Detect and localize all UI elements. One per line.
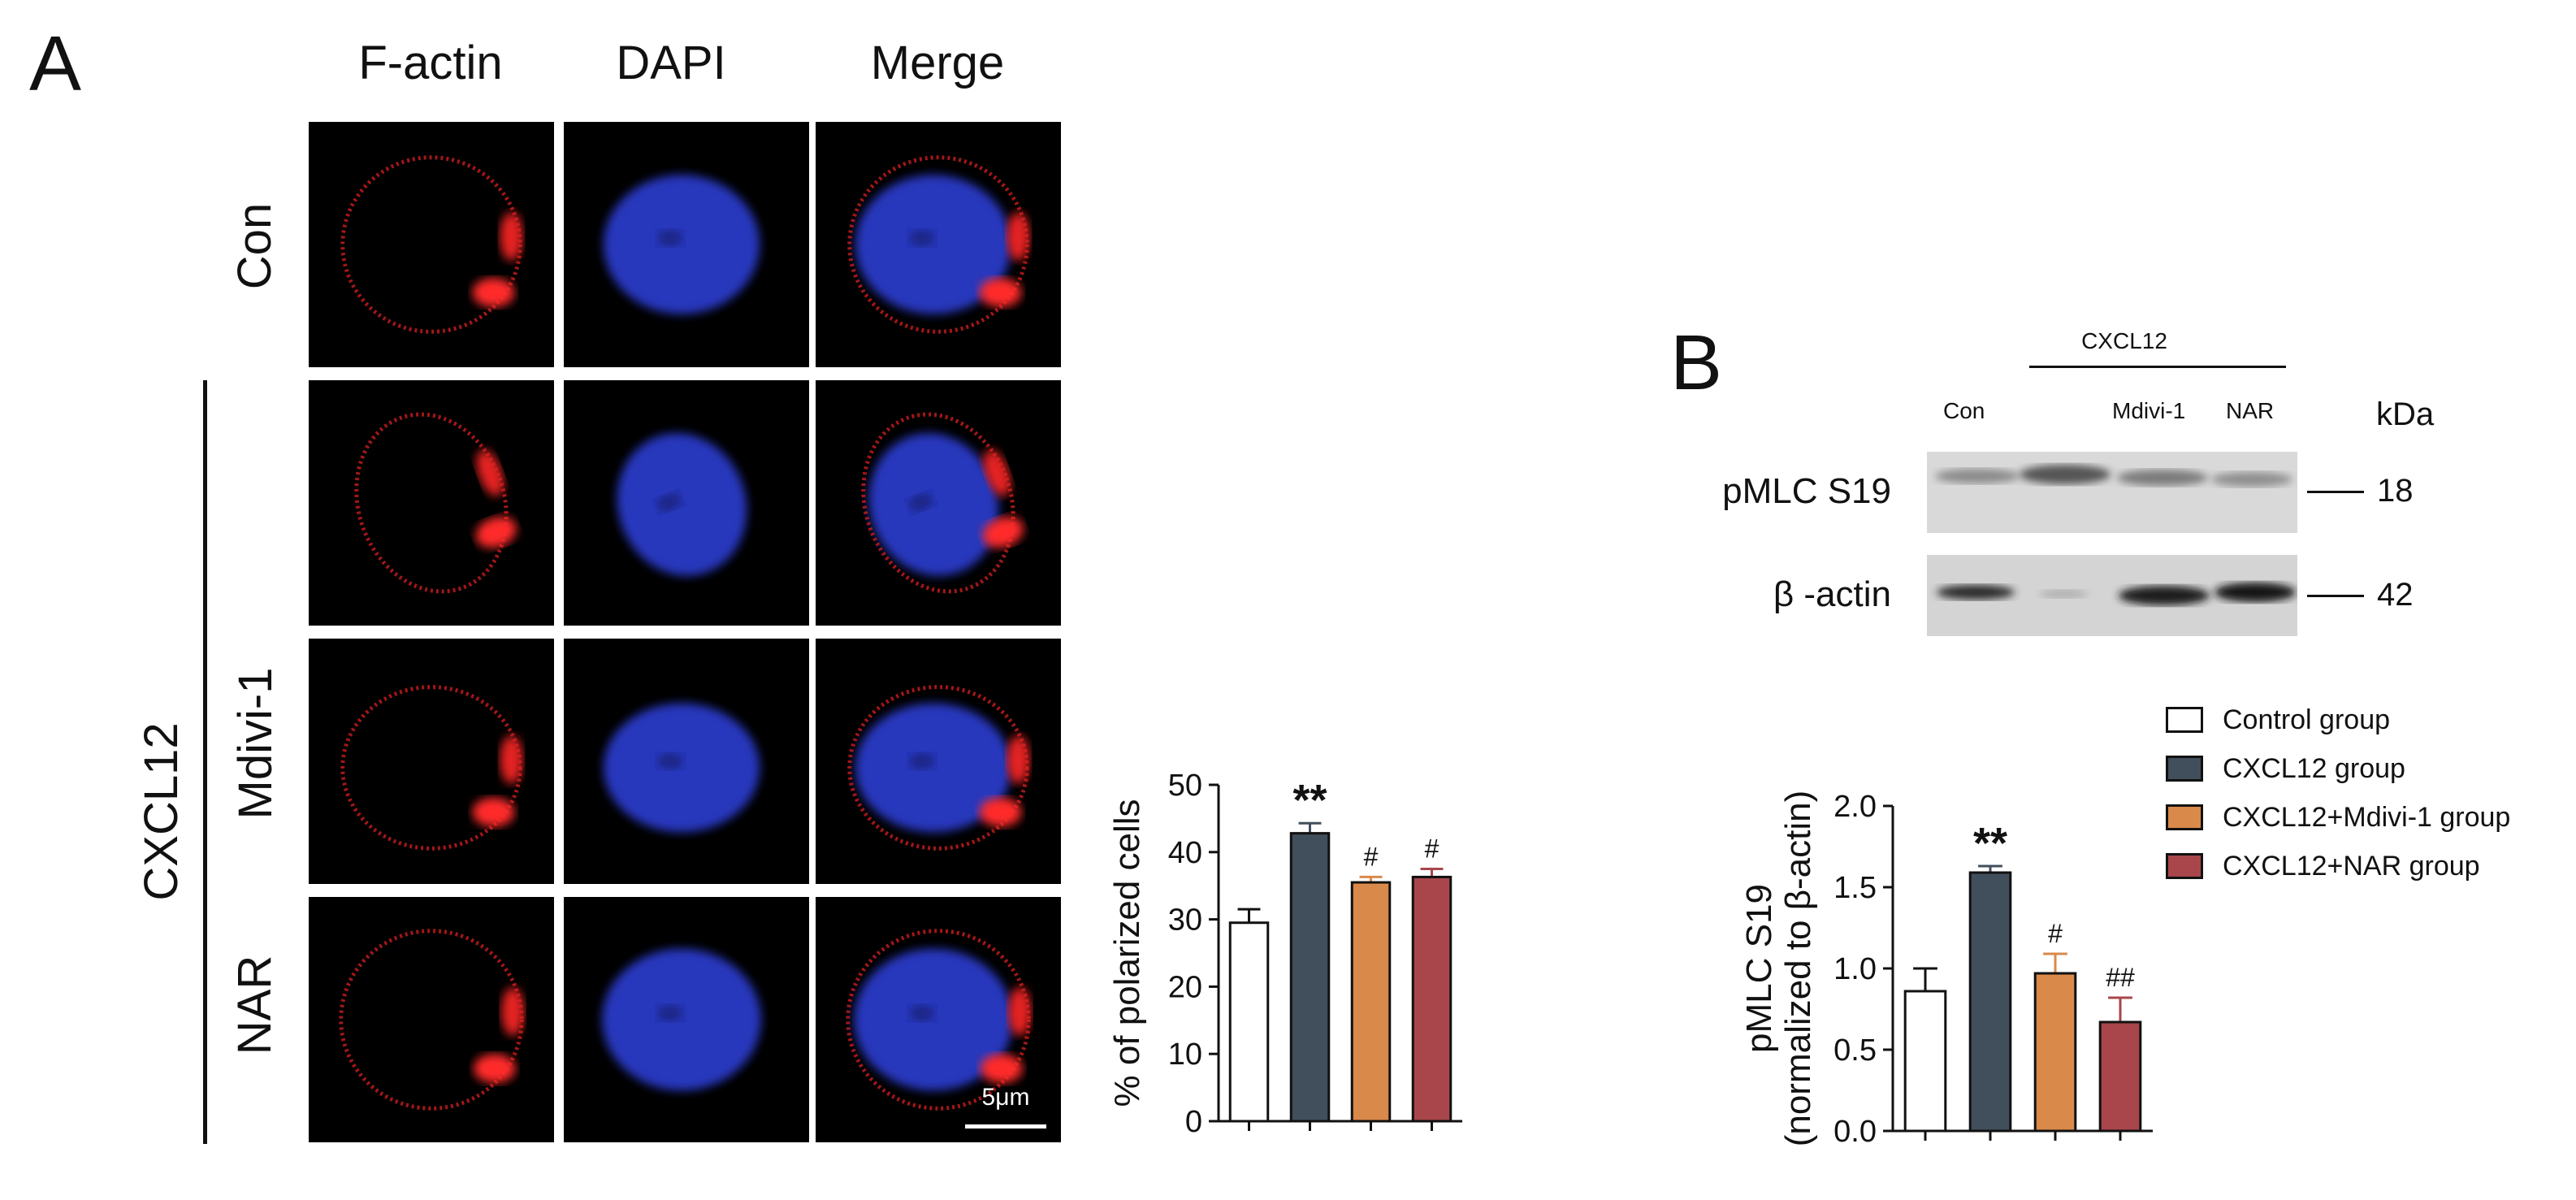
bar (1968, 871, 2012, 1133)
legend-item: Control group (2166, 695, 2510, 744)
bar (1903, 990, 1947, 1133)
kda-value-18: 18 (2377, 473, 2414, 509)
scale-bar-label: 5μm (981, 1084, 1030, 1111)
band-label-pmlc: pMLC S19 (1722, 471, 1891, 511)
row-label-nar: NAR (228, 955, 281, 1055)
significance-marker: ** (1292, 776, 1327, 825)
y-tick-label: 0 (1185, 1105, 1202, 1139)
column-header-factin: F-actin (358, 37, 503, 89)
micrograph-mdivi-merge (816, 639, 1061, 884)
blot-actin (1927, 555, 2297, 636)
legend-swatch (2166, 707, 2203, 733)
y-tick-label: 1.0 (1834, 952, 1877, 986)
y-tick-label: 0.5 (1834, 1033, 1877, 1068)
row-label-mdivi: Mdivi-1 (229, 667, 282, 820)
bar (1228, 921, 1270, 1123)
y-tick-label: 30 (1168, 903, 1202, 938)
y-axis-label: pMLC S19 (1739, 884, 1779, 1053)
bar (2098, 1020, 2142, 1133)
bar (1411, 875, 1453, 1123)
micrograph-con-dapi (564, 122, 809, 367)
significance-marker: # (1425, 834, 1440, 864)
bar (1289, 832, 1331, 1123)
legend-swatch (2166, 853, 2203, 879)
blot-pmlc (1927, 452, 2297, 533)
cxcl12-group-bracket (203, 380, 207, 1144)
micrograph-cxcl12-merge (816, 380, 1061, 626)
kda-value-42: 42 (2377, 577, 2414, 613)
lane-label-con: Con (1943, 398, 1985, 423)
micrograph-cxcl12-factin (309, 380, 554, 626)
row-label-con: Con (228, 202, 281, 290)
kda-tick-42 (2307, 595, 2364, 597)
legend-label: CXCL12 group (2223, 752, 2405, 784)
legend-swatch (2166, 804, 2203, 830)
legend-item: CXCL12 group (2166, 744, 2510, 793)
bar (1350, 881, 1392, 1123)
y-tick-label: 10 (1168, 1038, 1202, 1072)
pmlc-normalized-chart: 0.0 0.5 1.0 1.5 2.0 pMLC S19 (normalized to β-… (1739, 790, 2153, 1149)
wb-header-cxcl12: CXCL12 (2081, 328, 2167, 353)
micrograph-mdivi-factin (309, 639, 554, 884)
legend-label: CXCL12+NAR group (2223, 850, 2480, 882)
kda-tick-18 (2307, 491, 2364, 493)
micrograph-cxcl12-dapi (564, 380, 809, 626)
y-axis-label: % of polarized cells (1107, 799, 1147, 1107)
legend-swatch (2166, 756, 2203, 782)
micrograph-mdivi-dapi (564, 639, 809, 884)
panel-b-letter: B (1670, 319, 1723, 406)
micrograph-nar-factin (309, 897, 554, 1142)
y-tick-label: 2.0 (1834, 790, 1877, 824)
legend-label: Control group (2223, 704, 2391, 735)
y-axis-label-secondary: (normalized to β-actin) (1778, 791, 1818, 1147)
significance-marker: # (1364, 842, 1379, 871)
micrograph-nar-merge (816, 897, 1061, 1142)
lane-label-nar: NAR (2226, 398, 2275, 423)
significance-marker: # (2048, 919, 2063, 948)
y-tick-label: 40 (1168, 836, 1202, 870)
y-tick-label: 20 (1168, 970, 1202, 1004)
cxcl12-group-label: CXCL12 (135, 722, 188, 901)
y-tick-label: 50 (1168, 769, 1202, 803)
column-header-merge: Merge (870, 37, 1005, 89)
scale-bar (965, 1124, 1046, 1129)
significance-marker: ## (2106, 963, 2135, 992)
band-label-actin: β -actin (1773, 574, 1891, 614)
micrograph-con-factin (309, 122, 554, 367)
legend: Control group CXCL12 group CXCL12+Mdivi-… (2166, 695, 2510, 890)
y-tick-label: 1.5 (1834, 871, 1877, 905)
bar (2033, 972, 2077, 1133)
kda-label: kDa (2376, 396, 2435, 432)
lane-label-mdivi: Mdivi-1 (2112, 398, 2186, 423)
legend-item: CXCL12+Mdivi-1 group (2166, 793, 2510, 842)
legend-item: CXCL12+NAR group (2166, 842, 2510, 890)
significance-marker: ** (1973, 819, 2007, 868)
panel-a-letter: A (29, 20, 82, 107)
polarized-cells-chart: 0 10 20 30 40 50 % of polarized cells ** # # (1107, 769, 1462, 1139)
legend-label: CXCL12+Mdivi-1 group (2223, 801, 2511, 833)
micrograph-nar-dapi (564, 897, 809, 1142)
y-tick-label: 0.0 (1834, 1115, 1877, 1149)
micrograph-con-merge (816, 122, 1061, 367)
column-header-dapi: DAPI (616, 37, 726, 89)
wb-header-line (2029, 366, 2286, 368)
